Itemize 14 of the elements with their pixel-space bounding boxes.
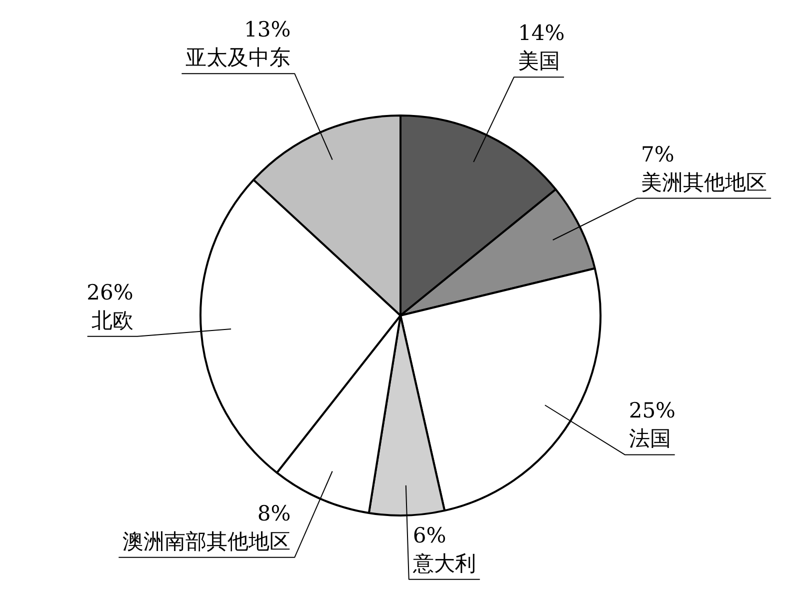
data-label: 13% xyxy=(244,18,291,42)
slice-label: 亚太及中东 xyxy=(186,46,291,70)
slice-label: 澳洲南部其他地区 xyxy=(122,529,291,554)
data-label: 8% xyxy=(257,501,291,526)
slice-label: 美国 xyxy=(518,49,560,74)
slice-label: 意大利 xyxy=(412,551,476,576)
data-label: 6% xyxy=(412,523,446,548)
slice-label: 美洲其他地区 xyxy=(641,170,768,194)
data-label: 7% xyxy=(641,142,674,166)
data-label: 25% xyxy=(628,398,676,423)
data-label: 26% xyxy=(86,280,134,304)
slice-label: 法国 xyxy=(628,426,671,451)
data-label: 14% xyxy=(518,21,565,46)
slice-label: 北欧 xyxy=(91,308,134,332)
